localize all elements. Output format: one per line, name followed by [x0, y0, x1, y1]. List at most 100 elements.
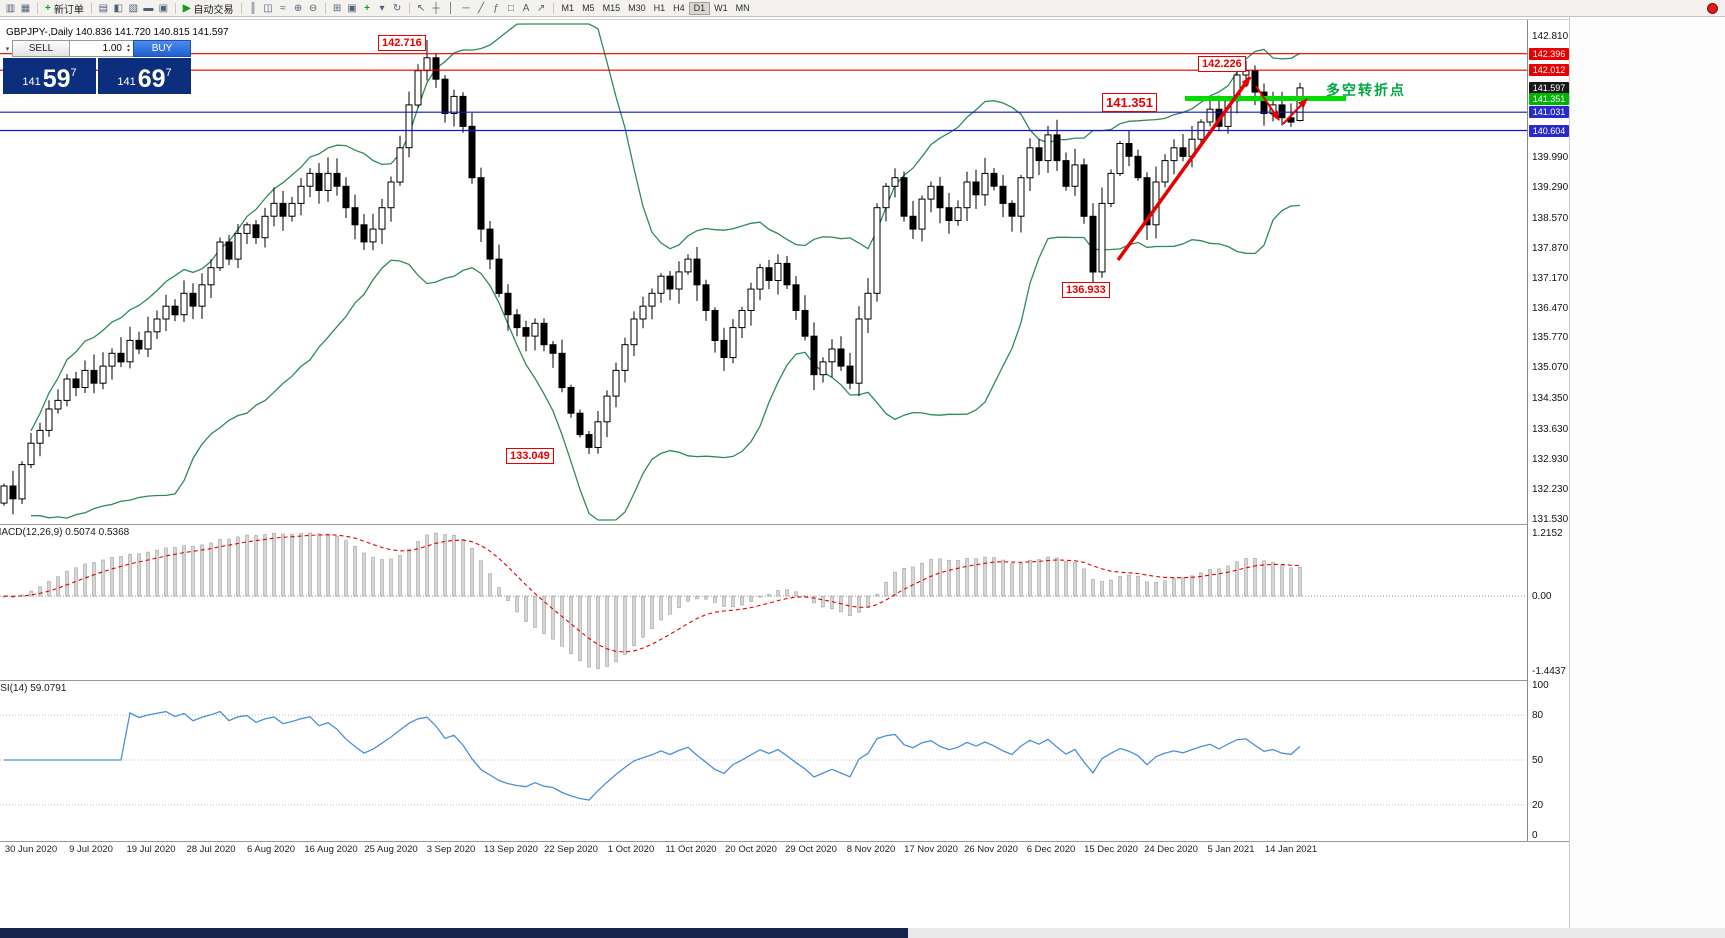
- sell-price-pips: 59: [42, 65, 71, 93]
- price-tag: 141.351: [1529, 92, 1569, 105]
- toolbar-separator: [324, 2, 326, 14]
- scrollbar-thumb[interactable]: [0, 928, 908, 938]
- date-label: 11 Oct 2020: [665, 844, 717, 855]
- scale-label: 137.870: [1532, 242, 1569, 254]
- toolbar-separator: [408, 2, 410, 14]
- date-label: 13 Sep 2020: [484, 844, 538, 855]
- shapes-icon[interactable]: □: [508, 2, 515, 14]
- timeframe-m30-button[interactable]: M30: [628, 2, 646, 13]
- date-label: 1 Oct 2020: [607, 844, 655, 855]
- toolbar-separator: [90, 2, 92, 14]
- symbol-title: GBPJPY-,Daily: [6, 27, 73, 38]
- scale-label: 1.2152: [1532, 528, 1563, 539]
- bollinger-bands: [30, 23, 1301, 521]
- sell-button[interactable]: SELL: [12, 40, 70, 57]
- price-annotation[interactable]: 142.716: [378, 35, 426, 51]
- strategy-tester-icon[interactable]: ▣: [158, 2, 169, 14]
- price-tag: 141.597: [1529, 81, 1569, 94]
- date-label: 6 Dec 2020: [1026, 844, 1076, 855]
- price-tag: 142.396: [1529, 47, 1569, 60]
- toolbar-separator: [240, 2, 242, 14]
- trend-arrows[interactable]: [1116, 75, 1308, 262]
- red-status-icon[interactable]: [1707, 2, 1718, 14]
- buy-button[interactable]: BUY: [133, 40, 191, 57]
- panel-separator[interactable]: [0, 680, 1569, 681]
- chinese-note-text[interactable]: 多空转折点: [1326, 82, 1406, 98]
- price-annotation[interactable]: 136.933: [1062, 282, 1110, 298]
- date-label: 26 Nov 2020: [964, 844, 1018, 855]
- date-label: 29 Oct 2020: [785, 844, 837, 855]
- new-chart-icon[interactable]: ▥: [5, 2, 16, 14]
- timeframe-h1-button[interactable]: H1: [653, 2, 666, 13]
- timeframe-m1-button[interactable]: M1: [561, 2, 575, 13]
- cascade-windows-icon[interactable]: ▣: [347, 2, 357, 14]
- toolbar-separator: [37, 2, 38, 14]
- date-axis[interactable]: 30 Jun 2020 9 Jul 2020 19 Jul 2020 28 Jul 2…: [0, 842, 1569, 858]
- timeframe-m15-button[interactable]: M15: [602, 2, 621, 13]
- zoom-in-icon[interactable]: ⊕: [293, 2, 303, 14]
- candles-layer: [0, 40, 1304, 515]
- price-annotation[interactable]: 141.351: [1102, 93, 1157, 112]
- fibonacci-icon[interactable]: ƒ: [493, 2, 499, 14]
- panel-separator[interactable]: [0, 524, 1569, 525]
- crosshair-icon[interactable]: ┼: [432, 2, 440, 14]
- date-label: 19 Jul 2020: [126, 844, 176, 855]
- buy-price-tile[interactable]: 141 69 7: [98, 58, 191, 94]
- horizontal-scrollbar[interactable]: [0, 928, 1725, 938]
- text-icon[interactable]: A: [522, 2, 530, 14]
- date-label: 15 Dec 2020: [1084, 844, 1138, 855]
- arrow-tool-icon[interactable]: ↗: [536, 2, 546, 14]
- candle-chart-icon[interactable]: ◫: [263, 2, 273, 14]
- cursor-icon[interactable]: ↖: [416, 2, 426, 14]
- zoom-out-icon[interactable]: ⊖: [308, 2, 318, 14]
- workspace-background: [1569, 17, 1725, 938]
- bar-chart-icon[interactable]: ║: [249, 2, 257, 14]
- buy-price-base: 141: [117, 76, 136, 88]
- main-chart[interactable]: [0, 20, 1527, 524]
- price-scale[interactable]: 142.810 139.990 139.290 138.570 137.870 137.1…: [1527, 20, 1569, 841]
- navigator-icon[interactable]: ▧: [128, 2, 139, 14]
- vertical-line-icon[interactable]: │: [447, 2, 455, 14]
- sell-price-tile[interactable]: 141 59 7: [3, 58, 96, 94]
- symbol-header: GBPJPY-,Daily 140.836 141.720 140.815 14…: [6, 27, 229, 38]
- timeframe-mn-button[interactable]: MN: [735, 2, 750, 13]
- timeframe-h4-button[interactable]: H4: [673, 2, 685, 13]
- date-label: 22 Sep 2020: [544, 844, 598, 855]
- terminal-icon[interactable]: ▬: [143, 2, 154, 14]
- toolbar: ▥ ▦ + 新订单 ▤ ◧ ▧ ▬ ▣ ▶ 自动交易 ║ ◫ ≈ ⊕ ⊖ ⊞ ▣ + ▾ ↻ ↖ ┼ │ ─ ╱ ƒ…: [0, 0, 1725, 17]
- timeframe-m5-button[interactable]: M5: [582, 2, 595, 13]
- new-order-button[interactable]: + 新订单: [42, 1, 87, 16]
- market-watch-icon[interactable]: ▤: [98, 2, 109, 14]
- data-window-icon[interactable]: ◧: [113, 2, 124, 14]
- autotrade-play-icon: ▶: [182, 2, 191, 14]
- scale-label: 50: [1532, 755, 1544, 766]
- volume-field[interactable]: 1.00 ▴ ▾: [70, 40, 133, 57]
- indicators-add-icon[interactable]: +: [364, 2, 370, 14]
- scale-label: 131.530: [1532, 514, 1569, 525]
- price-tag: 142.012: [1529, 64, 1569, 77]
- refresh-icon[interactable]: ↻: [392, 2, 402, 14]
- chart-window: GBPJPY-,Daily 140.836 141.720 140.815 14…: [0, 17, 1569, 928]
- macd-chart[interactable]: [0, 525, 1527, 680]
- autotrade-button[interactable]: ▶ 自动交易: [180, 1, 237, 16]
- one-click-trade-panel: ▾ SELL 1.00 ▴ ▾ BUY 141 59 7 141 69 7: [3, 40, 191, 94]
- scale-label: 132.230: [1532, 484, 1569, 495]
- templates-icon[interactable]: ▾: [379, 2, 385, 14]
- rsi-chart[interactable]: [0, 681, 1527, 841]
- tile-windows-icon[interactable]: ⊞: [332, 2, 342, 14]
- timeframe-d1-button[interactable]: D1: [688, 1, 711, 15]
- price-annotation[interactable]: 133.049: [506, 448, 554, 464]
- scale-label: 135.770: [1532, 332, 1569, 344]
- scale-label: -1.4437: [1532, 666, 1566, 677]
- trendline-icon[interactable]: ╱: [478, 2, 485, 14]
- macd-label: MACD(12,26,9) 0.5074 0.5368: [0, 527, 130, 538]
- price-annotation[interactable]: 142.226: [1198, 56, 1246, 72]
- line-chart-icon[interactable]: ≈: [280, 2, 286, 14]
- horizontal-line-icon[interactable]: ─: [462, 2, 470, 14]
- trade-panel-collapse-icon[interactable]: ▾: [5, 45, 10, 53]
- scale-label: 137.170: [1532, 272, 1569, 284]
- chart-profiles-icon[interactable]: ▦: [20, 2, 31, 14]
- new-order-icon: +: [45, 2, 51, 14]
- timeframe-w1-button[interactable]: W1: [714, 2, 728, 13]
- volume-spinner[interactable]: ▴ ▾: [126, 42, 130, 54]
